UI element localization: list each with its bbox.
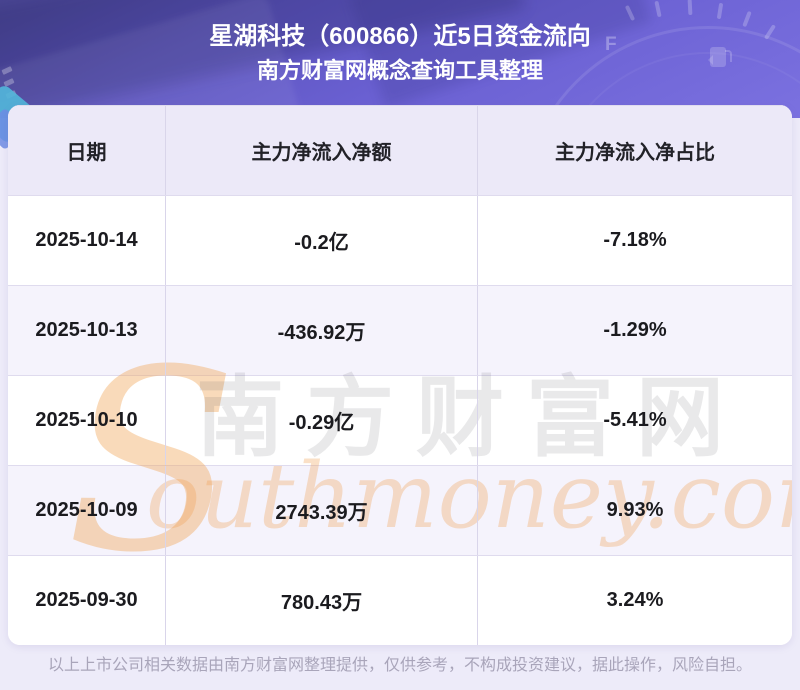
fuel-pump-icon	[708, 47, 732, 67]
column-header-net-inflow-ratio: 主力净流入净占比	[555, 142, 715, 164]
net-inflow-ratio-cell: -7.18%	[603, 229, 667, 251]
date-cell: 2025-10-14	[8, 196, 166, 285]
gauge-letter-f: F	[605, 34, 617, 55]
net-inflow-cell: 780.43万	[166, 556, 478, 645]
gauge-tick-decoration	[716, 2, 724, 20]
table-row: 2025-10-10 -0.29亿 -5.41%	[8, 375, 792, 465]
date-cell: 2025-10-09	[8, 466, 166, 555]
table-row: 2025-10-14 -0.2亿 -7.18%	[8, 195, 792, 285]
net-inflow-ratio-cell: 9.93%	[606, 499, 664, 521]
header-banner: F 星湖科技（600866）近5日资金流向 南方财富网概念查询工具整理	[0, 0, 800, 118]
table-row: 2025-10-13 -436.92万 -1.29%	[8, 285, 792, 375]
page-subtitle: 南方财富网概念查询工具整理	[256, 58, 543, 83]
net-inflow-cell: -0.2亿	[166, 196, 478, 285]
table-header-row: 日期 主力净流入净额 主力净流入净占比	[8, 105, 792, 195]
disclaimer-text: 以上上市公司相关数据由南方财富网整理提供，仅供参考，不构成投资建议，据此操作，风…	[47, 657, 752, 674]
table-row: 2025-09-30 780.43万 3.24%	[8, 555, 792, 645]
page-title: 星湖科技（600866）近5日资金流向	[209, 23, 591, 50]
net-inflow-cell: -436.92万	[166, 286, 478, 375]
date-cell: 2025-10-10	[8, 376, 166, 465]
net-inflow-ratio-cell: -5.41%	[603, 409, 667, 431]
net-inflow-ratio-cell: -1.29%	[603, 319, 667, 341]
column-header-date: 日期	[8, 106, 166, 195]
fund-flow-table: S outhmoney.com 南方财富网 日期 主力净流入净额 主力净流入净占…	[8, 105, 792, 645]
net-inflow-cell: -0.29亿	[166, 376, 478, 465]
net-inflow-ratio-cell: 3.24%	[606, 589, 664, 611]
date-cell: 2025-09-30	[8, 556, 166, 645]
column-header-net-inflow: 主力净流入净额	[166, 106, 478, 195]
date-cell: 2025-10-13	[8, 286, 166, 375]
net-inflow-cell: 2743.39万	[166, 466, 478, 555]
gauge-tick-decoration	[654, 0, 662, 18]
table-row: 2025-10-09 2743.39万 9.93%	[8, 465, 792, 555]
gauge-tick-decoration	[687, 0, 693, 16]
